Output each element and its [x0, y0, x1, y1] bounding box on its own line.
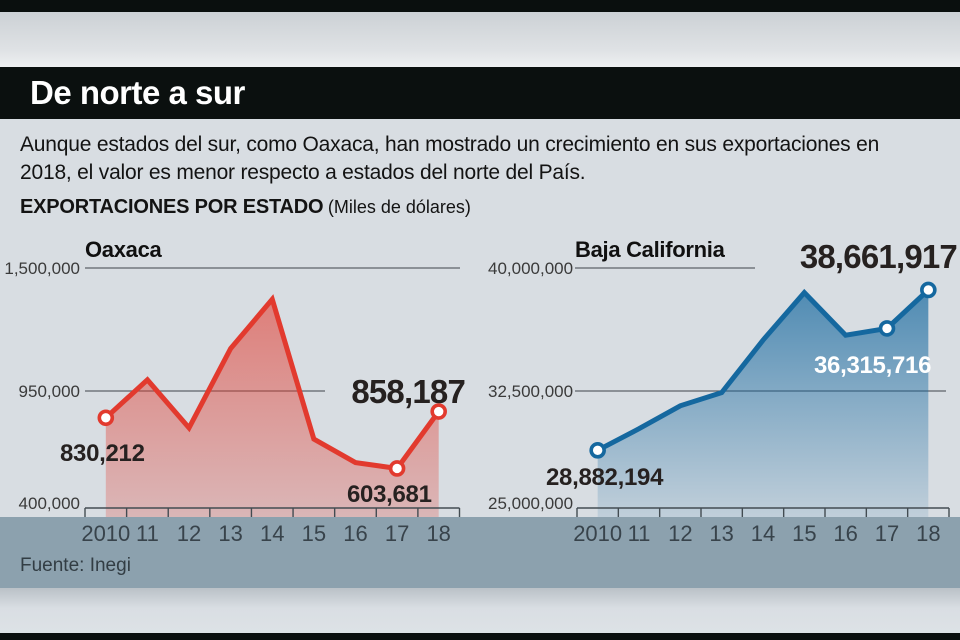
data-label-oaxaca-2017: 603,681 — [347, 481, 432, 508]
chart-title-oaxaca: Oaxaca — [85, 237, 162, 262]
data-label-baja-2010: 28,882,194 — [546, 464, 664, 491]
axis-band — [0, 517, 960, 588]
y-tick-label: 950,000 — [18, 382, 80, 401]
intro-text: Aunque estados del sur, como Oaxaca, han… — [20, 133, 880, 184]
y-tick-label: 1,500,000 — [4, 259, 80, 278]
bottom-border-bar — [0, 633, 960, 640]
data-label-baja-2017: 36,315,716 — [814, 352, 932, 379]
headline-bar: De norte a sur — [0, 67, 960, 119]
section-unit: (Miles de dólares) — [327, 197, 471, 217]
y-tick-label: 40,000,000 — [488, 259, 574, 278]
section-heading: EXPORTACIONES POR ESTADO (Miles de dólar… — [20, 196, 471, 219]
data-label-baja-2018: 38,661,917 — [799, 238, 958, 275]
top-border-bar — [0, 0, 960, 12]
top-margin-strip — [0, 12, 960, 67]
y-tick-label: 400,000 — [18, 494, 80, 513]
y-tick-label: 32,500,000 — [488, 382, 574, 401]
data-label-oaxaca-2018: 858,187 — [351, 373, 465, 410]
headline: De norte a sur — [30, 74, 245, 111]
data-label-oaxaca-2010: 830,212 — [60, 440, 145, 467]
y-tick-label: 25,000,000 — [488, 494, 574, 513]
chart-title-baja: Baja California — [575, 237, 725, 262]
bottom-margin-strip — [0, 588, 960, 633]
section-label: EXPORTACIONES POR ESTADO — [20, 196, 324, 218]
source-credit: Fuente: Inegi — [20, 555, 131, 576]
